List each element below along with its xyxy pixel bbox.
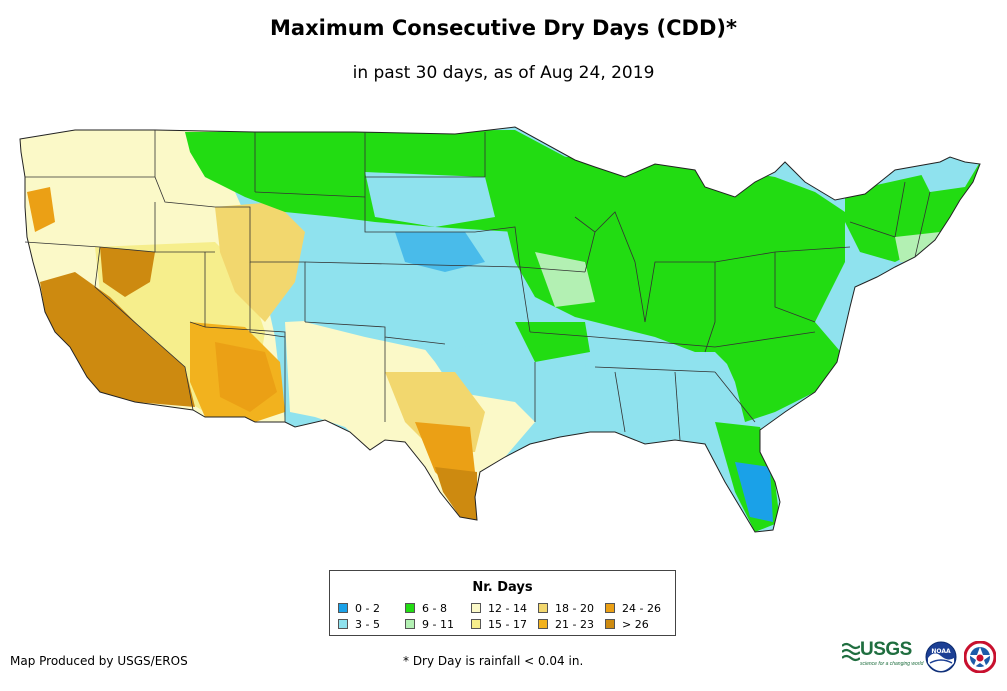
zone-illinois-9-11-days — [535, 252, 595, 307]
zone-florida-0-2-days — [735, 462, 773, 522]
legend-swatch — [338, 619, 348, 629]
usgs-logo-text: USGS — [860, 639, 912, 660]
legend-item: 6 - 8 — [405, 603, 447, 615]
legend-swatch — [405, 619, 415, 629]
noaa-emblem-icon: NOAA — [925, 641, 957, 673]
usgs-wave-icon — [842, 642, 860, 662]
nws-logo — [963, 640, 997, 674]
zone-carolinas-6-8-days — [715, 322, 845, 422]
zone-maine-3-5-days — [915, 162, 980, 192]
dry-day-footnote: * Dry Day is rainfall < 0.04 in. — [403, 654, 584, 668]
noaa-logo: NOAA — [925, 641, 957, 673]
legend-swatch — [471, 603, 481, 613]
svg-text:NOAA: NOAA — [931, 648, 951, 655]
zone-southeast-3-5-days — [585, 352, 745, 440]
legend-swatch — [605, 619, 615, 629]
map-title: Maximum Consecutive Dry Days (CDD)* — [270, 16, 737, 40]
map-subtitle: in past 30 days, as of Aug 24, 2019 — [352, 63, 655, 83]
us-map-svg — [19, 126, 981, 533]
legend: Nr. Days 0 - 2 3 - 5 6 - 8 9 - 11 12 - 1… — [329, 570, 676, 636]
legend-item: 21 - 23 — [538, 619, 594, 631]
zone-midwest-6-8-days — [495, 152, 845, 367]
zone-central-plains-3-5-days — [305, 262, 525, 352]
legend-item: 3 - 5 — [338, 619, 380, 631]
zone-dakotas-3-5-days — [365, 172, 495, 227]
legend-item: 24 - 26 — [605, 603, 661, 615]
zone-south-texas-over-26-days — [435, 467, 477, 520]
legend-item: 12 - 14 — [471, 603, 527, 615]
nws-emblem-icon — [963, 640, 997, 674]
zone-northwest-12-14-days — [20, 127, 185, 202]
legend-item: 0 - 2 — [338, 603, 380, 615]
legend-item: 9 - 11 — [405, 619, 454, 631]
map-credit: Map Produced by USGS/EROS — [10, 654, 188, 668]
legend-item: > 26 — [605, 619, 649, 631]
zone-oregon-coast-24-26-days — [27, 187, 55, 232]
legend-item: 18 - 20 — [538, 603, 594, 615]
zone-california-over-26-days — [40, 272, 195, 407]
zone-arizona-24-26-days — [215, 342, 277, 412]
legend-swatch — [338, 603, 348, 613]
cdd-map — [15, 122, 990, 542]
zone-nevada-over-26-days — [100, 247, 155, 297]
usgs-tagline: science for a changing world — [860, 661, 924, 667]
legend-swatch — [405, 603, 415, 613]
us-outline — [19, 126, 981, 533]
usgs-logo: USGS science for a changing world — [842, 639, 924, 670]
legend-swatch — [605, 603, 615, 613]
legend-item: 15 - 17 — [471, 619, 527, 631]
legend-swatch — [538, 603, 548, 613]
legend-title: Nr. Days — [472, 580, 533, 595]
zone-nebraska-0-2-days — [395, 232, 485, 272]
state-boundaries — [24, 130, 931, 441]
legend-swatch — [471, 619, 481, 629]
legend-swatch — [538, 619, 548, 629]
